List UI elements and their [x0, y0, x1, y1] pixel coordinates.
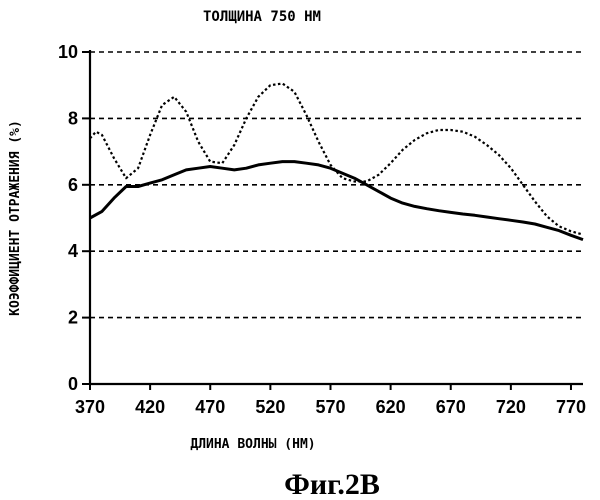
y-tick-label-2: 2: [68, 308, 78, 328]
series-lines: [90, 84, 583, 240]
y-tick-label-8: 8: [68, 108, 78, 128]
y-axis-label: КОЭФФИЦИЕНТ ОТРАЖЕНИЯ (%): [8, 120, 23, 316]
x-tick-label-770: 770: [556, 397, 586, 417]
x-tick-labels: 370 420 470 520 570 620 670 720 770: [75, 397, 586, 417]
grid-lines: [90, 52, 583, 318]
chart-title: ТОЛЩИНА 750 НМ: [203, 9, 321, 25]
y-tick-label-10: 10: [58, 42, 78, 62]
x-tick-label-520: 520: [255, 397, 285, 417]
x-tick-label-670: 670: [436, 397, 466, 417]
dotted-series-line: [90, 84, 583, 235]
solid-series-line: [90, 162, 583, 240]
x-tick-label-470: 470: [195, 397, 225, 417]
x-tick-label-370: 370: [75, 397, 105, 417]
x-tick-label-570: 570: [315, 397, 345, 417]
x-tick-label-420: 420: [135, 397, 165, 417]
y-tick-labels: 0 2 4 6 8 10: [58, 42, 78, 394]
y-tick-label-4: 4: [68, 241, 78, 261]
x-tick-label-720: 720: [496, 397, 526, 417]
x-tick-label-620: 620: [376, 397, 406, 417]
y-tick-label-6: 6: [68, 175, 78, 195]
figure-caption: Фиг.2В: [284, 468, 380, 500]
y-tick-label-0: 0: [68, 374, 78, 394]
x-axis-label: ДЛИНА ВОЛНЫ (НМ): [190, 437, 315, 452]
